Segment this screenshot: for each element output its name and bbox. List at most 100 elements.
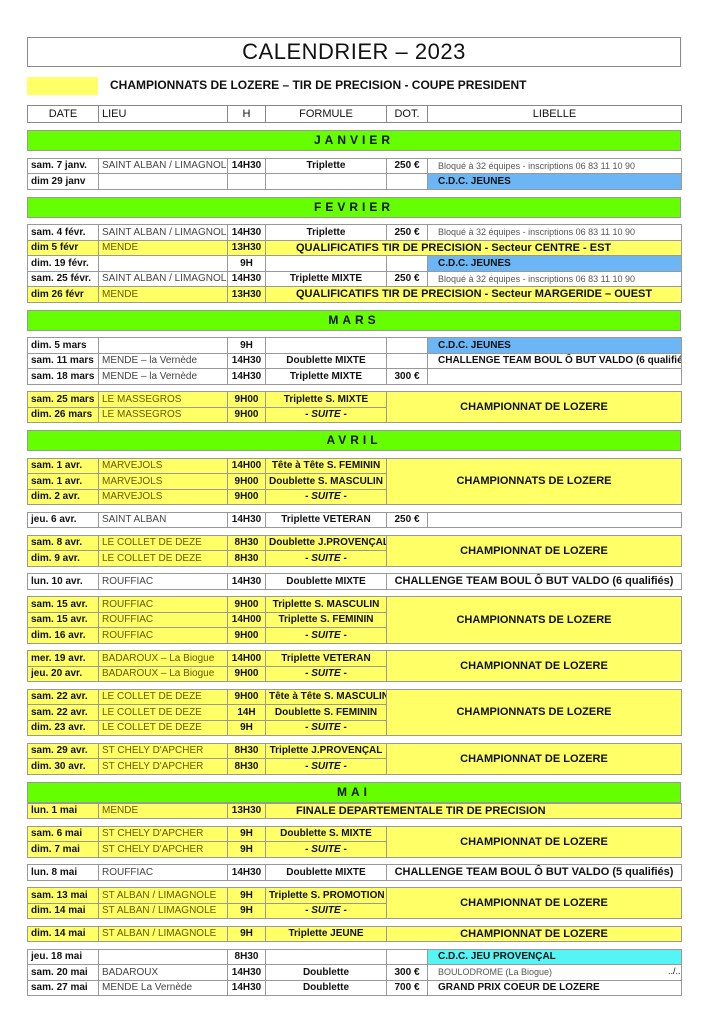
event-group: lun. 1 mai MENDE 13H30 FINALE DEPARTEMENTAL… [27,802,682,820]
month-header: AVRIL [27,430,681,451]
event-time: 14H30 [227,224,266,241]
event-time: 14H30 [227,270,266,287]
event-location [98,337,228,354]
event-formula: Triplette J.PROVENÇAL [265,742,387,759]
event-time: 9H [227,255,266,272]
event-time: 9H00 [227,627,266,644]
event-time: 9H00 [227,596,266,613]
event-time: 14H00 [227,650,266,667]
event-formula: Triplette MIXTE [265,368,387,385]
event-group: jeu. 18 mai 8H30 C.D.C. JEU PROVENÇAL sam. … [27,948,682,997]
event-row: jeu. 6 avr. SAINT ALBAN 14H30 Triplette VET… [27,511,682,528]
event-date: dim 5 févr [27,239,99,256]
event-label [427,511,682,528]
event-date: sam. 13 mai [27,887,99,904]
championship-group: sam. 6 mai ST CHELY D'APCHER 9H Doublette S… [27,825,682,858]
event-row: sam. 22 avr. LE COLLET DE DEZE 14H Doublett… [27,704,682,721]
event-location: LE MASSEGROS [98,391,228,408]
event-date: sam. 6 mai [27,825,99,842]
event-date: sam. 25 mars [27,391,99,408]
event-location: MENDE – la Vernède [98,352,228,369]
event-formula: Triplette [265,224,387,241]
event-time: 9H00 [227,488,266,505]
event-date: dim. 5 mars [27,337,99,354]
event-group: lun. 8 mai ROUFFIAC 14H30 Doublette MIXTE CH… [27,864,683,881]
event-location: LE COLLET DE DEZE [98,688,228,705]
event-label: C.D.C. JEUNES [427,173,682,190]
event-formula: - SUITE - [265,902,387,919]
championship-group: mer. 19 avr. BADAROUX – La Biogue 14H00 Tri… [27,650,682,682]
event-formula: Triplette VETERAN [265,650,387,667]
event-location: LE COLLET DE DEZE [98,719,228,736]
event-time: 9H [227,887,266,904]
event-row: sam. 6 mai ST CHELY D'APCHER 9H Doublette S… [27,825,682,858]
event-row: dim. 16 avr. ROUFFIAC 9H00- SUITE - [27,627,682,644]
event-location: MENDE – la Vernède [98,368,228,385]
event-date: sam. 22 avr. [27,704,99,721]
event-time: 14H00 [227,611,266,628]
event-formula: Doublette [265,964,387,981]
event-time: 14H30 [227,368,266,385]
page-title: CALENDRIER – 2023 [27,37,681,67]
event-label: CHAMPIONNAT DE LOZERE [386,925,682,942]
header-libelle: LIBELLE [427,105,682,123]
event-group: lun. 10 avr. ROUFFIAC 14H30 Doublette MIXTE… [27,573,683,590]
event-row: dim. 9 avr. LE COLLET DE DEZE 8H30- SUITE … [27,550,682,567]
event-prize: 700 € [386,979,428,996]
event-formula: Doublette MIXTE [265,864,387,881]
continuation-mark: ../.. [668,966,681,976]
event-location: ST CHELY D'APCHER [98,758,228,775]
championship-group: sam. 22 avr. LE COLLET DE DEZE 9H00 Tête à … [27,688,682,737]
event-date: dim. 14 mai [27,902,99,919]
event-formula: - SUITE - [265,550,387,567]
event-label: Bloqué à 32 équipes - inscriptions 06 83… [427,224,682,241]
month-header: JANVIER [27,130,681,151]
event-time: 9H [227,719,266,736]
event-date: dim. 16 avr. [27,627,99,644]
event-formula: Triplette [265,157,387,174]
event-date: dim. 14 mai [27,925,99,942]
event-time: 14H30 [227,352,266,369]
event-location: MARVEJOLS [98,457,228,474]
event-formula: Doublette S. MIXTE [265,825,387,842]
event-label: CHAMPIONNAT DE LOZERE [386,825,682,858]
event-formula: - SUITE - [265,627,387,644]
event-time: 9H00 [227,391,266,408]
event-row: dim. 5 mars 9H C.D.C. JEUNES [27,337,682,354]
event-title: QUALIFICATIFS TIR DE PRECISION - Secteur… [265,239,682,256]
event-prize: 300 € [386,368,428,385]
event-formula [265,337,387,354]
event-time: 9H [227,337,266,354]
championship-group: sam. 1 avr. MARVEJOLS 14H00 Tête à Tête S. … [27,457,682,506]
event-time: 9H00 [227,406,266,423]
event-label: C.D.C. JEUNES [427,337,682,354]
event-row: sam. 1 avr. MARVEJOLS 9H00 Doublette S. MAS… [27,473,682,490]
event-prize [386,337,428,354]
event-location: MENDE [98,802,228,819]
event-date: dim. 19 févr. [27,255,99,272]
event-row: sam. 13 mai ST ALBAN / LIMAGNOLE 9H Triplet… [27,887,682,919]
event-prize [386,948,428,965]
month-header: MARS [27,309,681,331]
event-date: lun. 1 mai [27,802,99,819]
event-location: ST CHELY D'APCHER [98,742,228,759]
event-row: sam. 1 avr. MARVEJOLS 14H00 Tête à Tête S. … [27,457,682,505]
event-row: sam. 7 janv. SAINT ALBAN / LIMAGNOLE 14H30… [27,157,682,174]
event-label: CHALLENGE TEAM BOUL Ô BUT VALDO (6 quali… [385,573,683,590]
event-date: dim. 2 avr. [27,488,99,505]
event-label: BOULODROME (La Biogue) [427,964,682,981]
event-row: lun. 10 avr. ROUFFIAC 14H30 Doublette MIXTE… [27,573,683,590]
event-location: ST ALBAN / LIMAGNOLE [98,925,228,942]
event-group: sam. 7 janv. SAINT ALBAN / LIMAGNOLE 14H30… [27,157,682,190]
event-row: sam. 20 mai BADAROUX 14H30 Doublette 300 € BO… [27,964,682,981]
event-label [427,368,682,385]
event-row: sam. 27 mai MENDE La Vernède 14H30 Doublett… [27,979,682,996]
event-date: dim. 7 mai [27,841,99,858]
event-time: 9H00 [227,688,266,705]
event-row: dim 29 janv C.D.C. JEUNES [27,173,682,190]
event-label: CHAMPIONNAT DE LOZERE [386,742,682,775]
event-location: SAINT ALBAN / LIMAGNOLE [98,157,228,174]
event-time [227,173,266,190]
event-row: sam. 22 avr. LE COLLET DE DEZE 9H00 Tête à … [27,688,682,736]
